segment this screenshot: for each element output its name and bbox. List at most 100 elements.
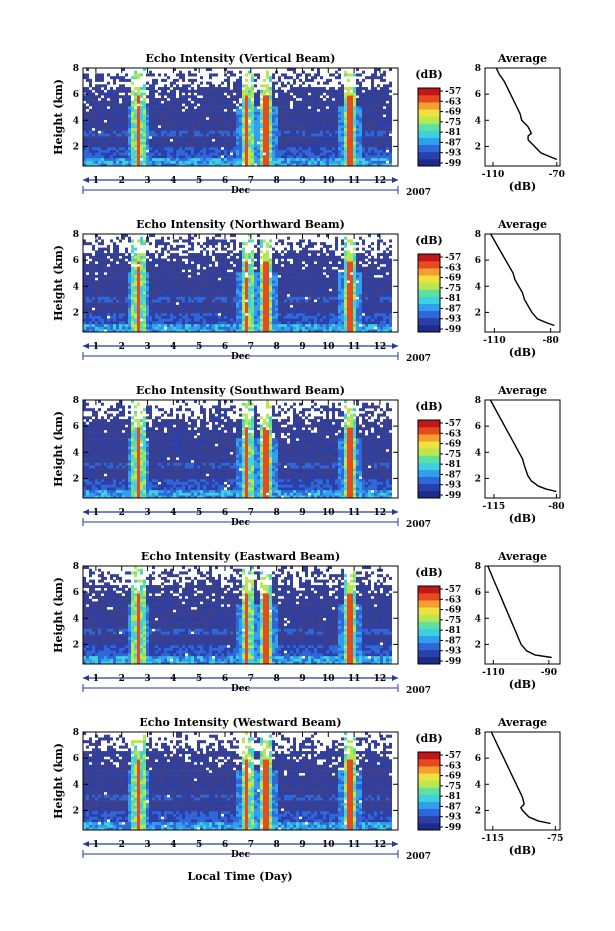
x-tick-label: 10 — [322, 840, 335, 850]
x-tick-label: 8 — [274, 342, 280, 352]
x-tick-label: 10 — [322, 674, 335, 684]
colorbar-frame — [417, 253, 441, 333]
colorbar-tick-label: -75 — [445, 118, 461, 128]
colorbar-swatch — [418, 801, 440, 810]
average-y-tick-label: 8 — [475, 728, 481, 738]
colorbar-tick-label: -99 — [445, 325, 461, 335]
colorbar-swatch — [418, 324, 440, 333]
plot-frame — [82, 67, 399, 167]
average-y-tick-label: 2 — [475, 806, 481, 816]
average-y-tick-label: 6 — [475, 754, 481, 764]
colorbar-swatch — [418, 261, 440, 269]
average-y-tick-label: 6 — [475, 90, 481, 100]
average-line — [489, 399, 557, 493]
average-x-tick-label: -110 — [483, 336, 506, 346]
colorbar-swatch — [418, 102, 440, 110]
colorbar-swatch — [418, 621, 440, 629]
average-title: Average — [497, 716, 547, 729]
colorbar-swatch — [418, 773, 440, 781]
colorbar-swatch — [418, 476, 440, 485]
x-tick-label: 7 — [248, 342, 254, 352]
x-tick-label: 3 — [144, 342, 150, 352]
x-tick-label: 5 — [196, 508, 202, 518]
colorbar-tick-label: -63 — [445, 429, 461, 439]
average-line — [487, 565, 552, 659]
colorbar-swatch — [418, 95, 440, 103]
colorbar-unit: (dB) — [415, 732, 442, 745]
panel-4: Echo Intensity (Eastward Beam) 2 4 6 8 Height… — [52, 550, 561, 696]
colorbar-tick-label: -57 — [445, 751, 461, 761]
y-axis-label: Height (km) — [52, 411, 65, 487]
colorbar-swatch — [418, 752, 440, 760]
panel-3: Echo Intensity (Southward Beam) 2 4 6 8 Heigh… — [52, 384, 565, 530]
colorbar-swatch — [418, 600, 440, 608]
average-x-tick-label: -115 — [483, 502, 506, 512]
year-label: 2007 — [406, 852, 431, 862]
colorbar-swatch — [418, 137, 440, 146]
x-tick-label: 6 — [222, 176, 228, 186]
colorbar-tick-label: -69 — [445, 274, 461, 284]
heatmap — [83, 68, 392, 167]
average-x-label: (dB) — [509, 678, 536, 691]
colorbar-swatch — [418, 469, 440, 478]
x-tick-label: 3 — [144, 840, 150, 850]
average-x-label: (dB) — [509, 346, 536, 359]
panel-title: Echo Intensity (Eastward Beam) — [141, 550, 340, 563]
colorbar-tick-label: -57 — [445, 585, 461, 595]
y-tick-label: 8 — [73, 230, 79, 240]
average-profile: Average 2 4 6 8 -115 -75 (dB) — [475, 716, 564, 857]
colorbar-swatch — [418, 275, 440, 283]
colorbar-swatch — [418, 642, 440, 651]
colorbar-swatch — [418, 303, 440, 312]
colorbar-swatch — [418, 462, 440, 470]
y-tick-label: 4 — [73, 780, 79, 790]
x-tick-label: 5 — [196, 840, 202, 850]
average-x-tick-label: -110 — [482, 170, 505, 180]
colorbar-tick-label: -63 — [445, 263, 461, 273]
x-tick-label: 6 — [222, 840, 228, 850]
x-tick-label: 5 — [196, 342, 202, 352]
x-tick-label: 6 — [222, 674, 228, 684]
y-tick-label: 6 — [73, 588, 79, 598]
x-tick-label: 11 — [348, 342, 361, 352]
colorbar-swatch — [418, 607, 440, 615]
colorbar-unit: (dB) — [415, 400, 442, 413]
average-x-tick-label: -115 — [482, 834, 505, 844]
x-tick-label: 4 — [170, 674, 176, 684]
arrow-right-icon — [392, 675, 398, 681]
colorbar-swatch — [418, 282, 440, 290]
colorbar-swatch — [418, 434, 440, 442]
colorbar: -57-63-69-75-81-87-93-99 — [417, 87, 461, 169]
colorbar-tick-label: -81 — [445, 792, 461, 802]
x-tick-label: 2 — [119, 342, 125, 352]
colorbar-tick-label: -87 — [445, 138, 461, 148]
colorbar-tick-label: -81 — [445, 128, 461, 138]
colorbar-tick-label: -99 — [445, 491, 461, 501]
x-tick-label: 4 — [170, 342, 176, 352]
x-tick-label: 10 — [322, 508, 335, 518]
average-x-label: (dB) — [509, 180, 536, 193]
colorbar-swatch — [418, 483, 440, 492]
month-label: Dec — [231, 186, 251, 196]
plot-frame — [82, 731, 399, 831]
x-tick-label: 1 — [93, 840, 99, 850]
x-tick-label: 12 — [374, 508, 387, 518]
colorbar: -57-63-69-75-81-87-93-99 — [417, 585, 461, 667]
x-tick-label: 2 — [119, 840, 125, 850]
colorbar-tick-label: -69 — [445, 108, 461, 118]
arrow-right-icon — [392, 841, 398, 847]
heatmap — [83, 234, 392, 333]
colorbar-tick-label: -63 — [445, 97, 461, 107]
y-tick-label: 2 — [73, 806, 79, 816]
average-profile: Average 2 4 6 8 -115 -80 (dB) — [475, 384, 565, 525]
average-frame — [484, 565, 561, 665]
y-tick-label: 4 — [73, 448, 79, 458]
month-label: Dec — [231, 352, 251, 362]
y-tick-label: 6 — [73, 256, 79, 266]
colorbar-tick-label: -69 — [445, 772, 461, 782]
y-tick-label: 4 — [73, 116, 79, 126]
average-y-tick-label: 4 — [475, 116, 481, 126]
arrow-right-icon — [392, 177, 398, 183]
colorbar-swatch — [418, 787, 440, 795]
